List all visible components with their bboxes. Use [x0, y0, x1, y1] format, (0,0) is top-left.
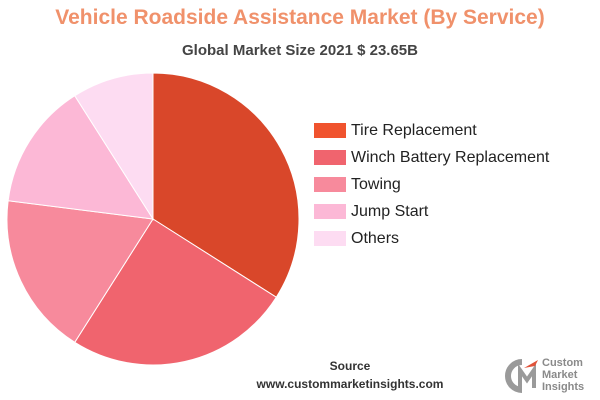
legend-swatch [314, 204, 346, 219]
source-label: Source [329, 359, 371, 373]
pie-slice-jump-start [7, 95, 154, 220]
logo-arrow-shape [524, 360, 538, 368]
legend-label: Winch Battery Replacement [351, 148, 550, 166]
pie-slice-winch-battery-replacement [74, 218, 277, 366]
legend-swatch [314, 123, 346, 138]
chart-title: Vehicle Roadside Assistance Market (By S… [55, 6, 545, 29]
legend-item-jump-start: Jump Start [314, 198, 598, 225]
legend-swatch [314, 150, 346, 165]
chart-subtitle: Global Market Size 2021 $ 23.65B [182, 42, 418, 59]
legend-item-towing: Towing [314, 171, 598, 198]
logo-m-shape [518, 363, 536, 388]
pie-slice-tire-replacement [152, 72, 300, 298]
legend-item-others: Others [314, 225, 598, 252]
logo-text-line3: Insights [542, 381, 585, 393]
source-block: Source www.custommarketinsights.com [250, 357, 450, 393]
chart-legend: Tire Replacement Winch Battery Replaceme… [314, 117, 598, 252]
pie-slice-towing [6, 200, 154, 343]
cmi-logo-icon [505, 359, 538, 393]
legend-label: Towing [351, 175, 401, 193]
logo-c-shape [505, 359, 523, 393]
legend-item-winch-battery-replacement: Winch Battery Replacement [314, 144, 598, 171]
legend-label: Others [351, 229, 400, 247]
logo-text-line1: Custom [542, 357, 583, 369]
legend-item-tire-replacement: Tire Replacement [314, 117, 598, 144]
source-link[interactable]: www.custommarketinsights.com [256, 377, 444, 391]
logo-text-line2: Market [542, 369, 578, 381]
logo-text: Custom Market Insights [542, 357, 584, 393]
legend-label: Tire Replacement [351, 121, 477, 139]
legend-swatch [314, 177, 346, 192]
legend-swatch [314, 231, 346, 246]
legend-label: Jump Start [351, 202, 429, 220]
company-logo: Custom Market Insights [502, 354, 598, 398]
pie-slice-others [74, 72, 154, 221]
